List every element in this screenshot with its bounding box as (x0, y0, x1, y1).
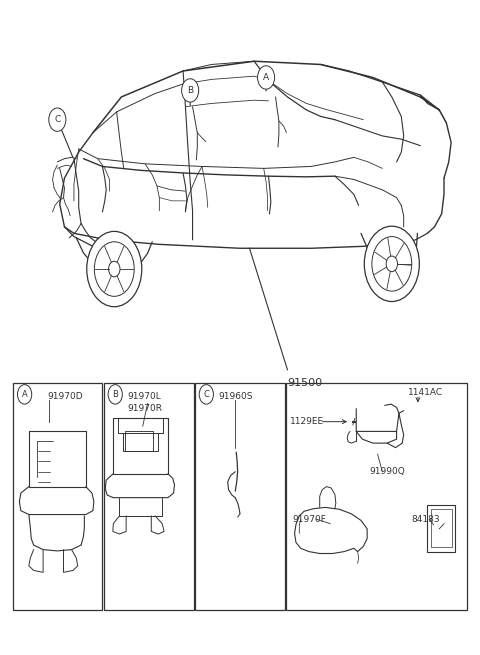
Circle shape (364, 226, 420, 301)
Circle shape (258, 66, 275, 89)
Circle shape (87, 231, 142, 307)
Text: B: B (112, 390, 118, 399)
Circle shape (95, 242, 134, 296)
Text: 91970D: 91970D (48, 392, 84, 402)
Circle shape (181, 79, 199, 102)
Text: 91970F: 91970F (292, 515, 326, 523)
Circle shape (108, 261, 120, 277)
Bar (125, 432, 153, 451)
Bar (104, 383, 193, 610)
Text: 1129EE: 1129EE (290, 417, 324, 426)
Text: 91960S: 91960S (219, 392, 253, 402)
Bar (287, 383, 467, 610)
Text: C: C (54, 115, 60, 124)
Text: 91990Q: 91990Q (369, 467, 405, 476)
Bar (427, 505, 455, 552)
Circle shape (108, 384, 122, 404)
Circle shape (17, 384, 32, 404)
Text: A: A (263, 73, 269, 82)
Text: A: A (22, 390, 27, 399)
Text: 91500: 91500 (288, 378, 323, 388)
Text: 91970R: 91970R (128, 403, 163, 413)
Circle shape (49, 108, 66, 132)
Bar (431, 510, 452, 547)
Text: B: B (187, 86, 193, 95)
Text: 84183: 84183 (412, 515, 440, 523)
Circle shape (199, 384, 214, 404)
Text: 91970L: 91970L (128, 392, 161, 402)
Bar (13, 383, 102, 610)
Circle shape (372, 236, 412, 291)
Text: 1141AC: 1141AC (408, 388, 444, 397)
Circle shape (386, 256, 397, 272)
Text: C: C (204, 390, 209, 399)
Bar (195, 383, 285, 610)
